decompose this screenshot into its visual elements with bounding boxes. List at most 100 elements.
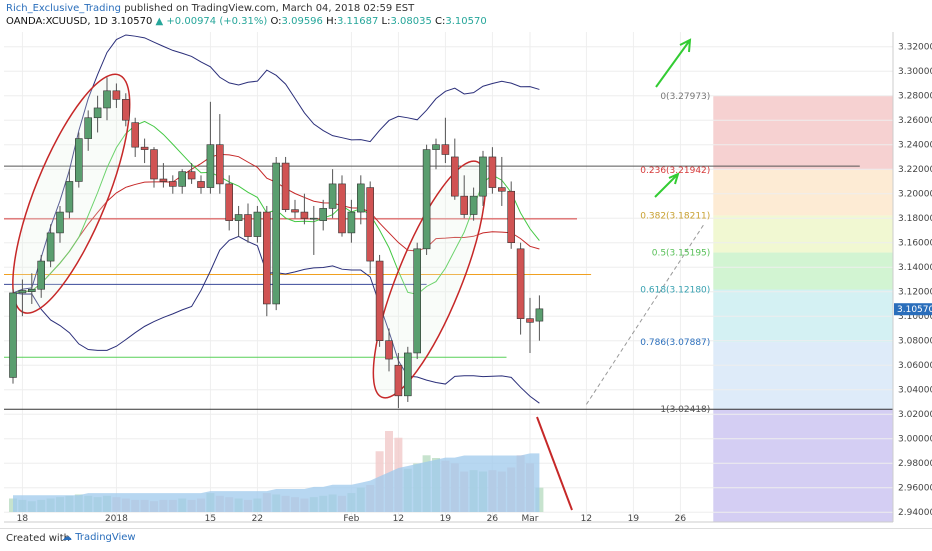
x-tick-label: Mar bbox=[522, 514, 539, 524]
candle-body bbox=[385, 340, 393, 360]
x-tick-label: Feb bbox=[343, 514, 359, 524]
candle-body bbox=[319, 208, 328, 221]
fib-label: 0.618(3.12180) bbox=[640, 285, 710, 295]
up-arrow bbox=[654, 172, 680, 198]
candle-body bbox=[366, 187, 375, 262]
y-tick-label: 3.08000 bbox=[898, 337, 932, 347]
candle-body bbox=[526, 318, 534, 323]
candle-body bbox=[122, 99, 130, 121]
candle-body bbox=[37, 260, 46, 290]
volume-bar bbox=[385, 431, 393, 512]
candles bbox=[9, 77, 544, 409]
author-link[interactable]: Rich_Exclusive_Trading bbox=[6, 3, 121, 14]
y-tick-label: 3.32000 bbox=[898, 43, 932, 53]
candle-body bbox=[65, 181, 74, 213]
candle-body bbox=[460, 195, 469, 215]
candle-body bbox=[169, 181, 177, 187]
candle-body bbox=[216, 144, 224, 185]
candle-body bbox=[413, 248, 422, 354]
candle-body bbox=[27, 288, 36, 292]
price-chart[interactable]: 0(3.27973) 0.236(3.21942) 0.382(3.18211) 0.… bbox=[0, 32, 932, 528]
cloud-icon: ☁ bbox=[62, 532, 72, 543]
y-tick-label: 2.96000 bbox=[898, 484, 932, 494]
candle-body bbox=[150, 149, 158, 180]
candle-body bbox=[75, 138, 83, 182]
candle-body bbox=[469, 195, 478, 215]
y-tick-label: 2.94000 bbox=[898, 508, 932, 518]
candle-body bbox=[394, 364, 403, 397]
time-axis[interactable]: 18 2018 15 22 Feb 12 19 26 Mar 12 19 26 bbox=[4, 514, 893, 524]
up-arrow bbox=[655, 38, 692, 88]
candle-body bbox=[432, 144, 440, 150]
fib-label: 0(3.27973) bbox=[660, 92, 710, 102]
tradingview-brand: TradingView bbox=[75, 532, 136, 543]
x-tick-label: 18 bbox=[17, 514, 29, 524]
x-tick-label: 12 bbox=[581, 514, 592, 524]
candle-body bbox=[488, 156, 497, 188]
x-tick-label: 2018 bbox=[105, 514, 128, 524]
candle-body bbox=[450, 156, 459, 197]
fib-zone bbox=[713, 96, 893, 170]
candle-body bbox=[403, 352, 412, 397]
y-tick-label: 3.16000 bbox=[898, 239, 932, 249]
candle-body bbox=[9, 292, 17, 378]
high-label: H: bbox=[326, 16, 337, 27]
chart-header: Rich_Exclusive_Trading published on Trad… bbox=[0, 0, 932, 32]
candle-body bbox=[422, 149, 431, 250]
y-tick-label: 3.02000 bbox=[898, 410, 932, 420]
fib-zone bbox=[713, 169, 893, 216]
y-tick-label: 3.20000 bbox=[898, 190, 932, 200]
x-tick-label: 19 bbox=[440, 514, 452, 524]
fib-zone bbox=[713, 252, 893, 290]
candle-body bbox=[131, 122, 139, 148]
x-tick-label: 26 bbox=[675, 514, 687, 524]
symbol-line: OANDA:XCUUSD, 1D 3.10570 ▲ +0.00974 (+0.… bbox=[6, 16, 487, 27]
candle-body bbox=[281, 162, 290, 210]
bollinger-upper bbox=[12, 34, 540, 294]
candle-body bbox=[309, 217, 318, 220]
fibonacci-zones bbox=[713, 96, 893, 522]
candle-body bbox=[56, 211, 64, 234]
y-tick-label: 3.00000 bbox=[898, 435, 932, 445]
last-price-label: 3.10570 bbox=[897, 305, 932, 315]
close-label: C: bbox=[435, 16, 446, 27]
y-tick-label: 3.06000 bbox=[898, 361, 932, 371]
candle-body bbox=[497, 187, 506, 192]
candle-body bbox=[328, 183, 337, 209]
x-tick-label: 19 bbox=[628, 514, 640, 524]
symbol: OANDA:XCUUSD, 1D bbox=[6, 16, 108, 27]
candle-body bbox=[535, 308, 544, 322]
footer-bar: Created with ☁ TradingView bbox=[0, 528, 932, 551]
candle-body bbox=[253, 211, 262, 237]
y-tick-label: 2.98000 bbox=[898, 459, 932, 469]
x-tick-label: 22 bbox=[252, 514, 263, 524]
candle-body bbox=[479, 156, 487, 197]
candle-body bbox=[197, 181, 205, 188]
price-axis[interactable]: 3.32000 3.30000 3.28000 3.26000 3.24000 3.220… bbox=[892, 32, 932, 522]
open-value: 3.09596 bbox=[281, 16, 323, 27]
tradingview-logo[interactable]: ☁ TradingView bbox=[62, 532, 136, 543]
volume-ma-area bbox=[13, 453, 540, 512]
high-value: 3.11687 bbox=[336, 16, 379, 27]
fib-trend-line bbox=[585, 224, 705, 405]
candle-body bbox=[356, 183, 365, 213]
y-tick-label: 3.10000 bbox=[898, 312, 932, 322]
low-value: 3.08035 bbox=[390, 16, 432, 27]
fib-label: 0.5(3.15195) bbox=[652, 249, 711, 259]
candle-body bbox=[84, 117, 92, 139]
highlight-ellipse bbox=[372, 160, 487, 399]
x-tick-label: 26 bbox=[487, 514, 499, 524]
y-tick-label: 3.30000 bbox=[898, 67, 932, 77]
y-tick-label: 3.18000 bbox=[898, 214, 932, 224]
candle-body bbox=[93, 107, 102, 119]
candle-body bbox=[178, 171, 186, 187]
open-label: O: bbox=[270, 16, 282, 27]
candle-body bbox=[159, 178, 168, 182]
volume-bars bbox=[9, 431, 544, 512]
published-text: published on TradingView.com, March 04, … bbox=[124, 3, 415, 14]
fib-zone bbox=[713, 409, 893, 522]
candle-body bbox=[187, 171, 196, 180]
fib-label: 1(3.02418) bbox=[660, 405, 710, 415]
candle-body bbox=[338, 183, 346, 234]
candle-body bbox=[46, 232, 55, 262]
